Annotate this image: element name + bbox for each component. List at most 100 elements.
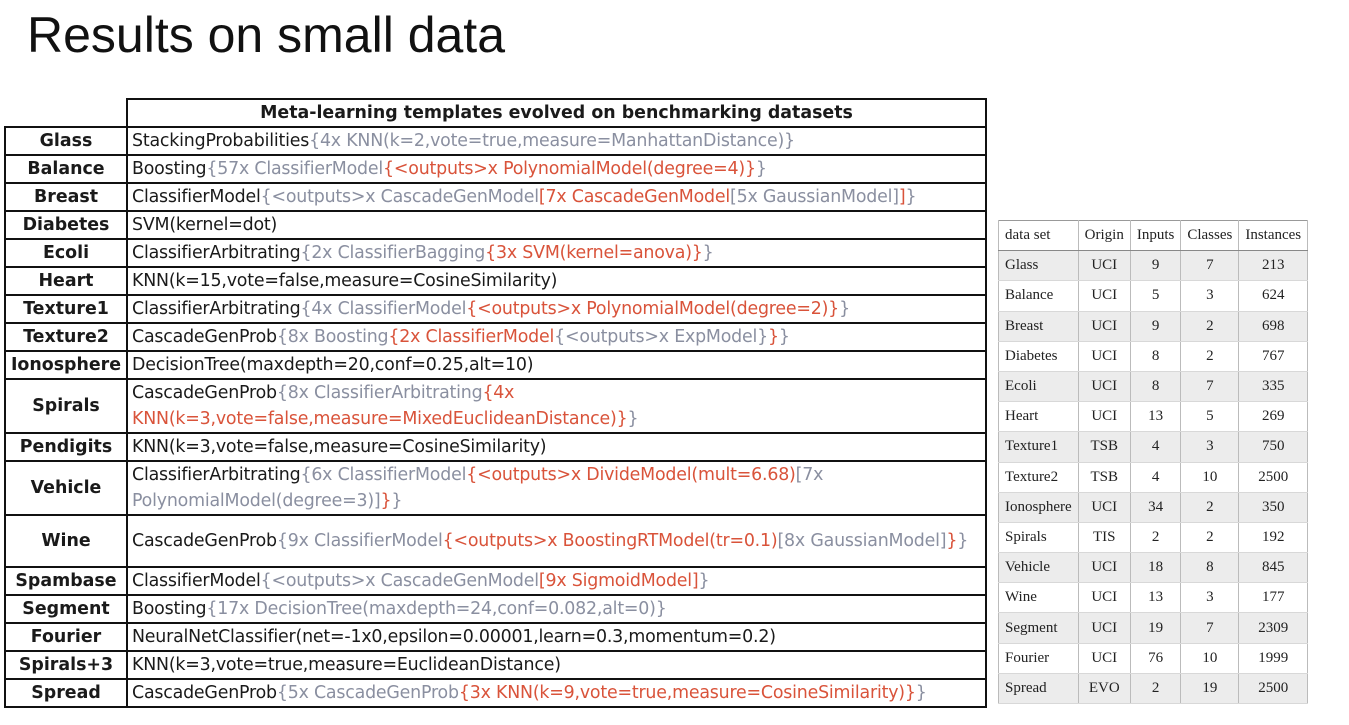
template-segment: [7x CascadeGenModel — [538, 187, 730, 207]
cell-inputs: 13 — [1129, 401, 1182, 433]
template-segment: {2x ClassifierModel — [388, 327, 555, 347]
template-segment: {<outputs>x BoostingRTModel(tr=0.1) — [442, 531, 778, 551]
template-segment: {<outputs>x PolynomialModel(degree=4)} — [383, 159, 756, 179]
template-cell: ClassifierArbitrating{6x ClassifierModel… — [126, 460, 987, 516]
dataset-name: Spirals — [4, 378, 128, 434]
dataset-name: Heart — [4, 266, 128, 296]
template-segment: Boosting — [132, 159, 207, 179]
template-cell: CascadeGenProb{8x ClassifierArbitrating{… — [126, 378, 987, 434]
cell-data-set: Ecoli — [998, 371, 1079, 403]
cell-classes: 3 — [1180, 582, 1240, 614]
cell-inputs: 5 — [1129, 280, 1182, 312]
template-segment: {2x ClassifierBagging — [300, 243, 486, 263]
cell-inputs: 18 — [1129, 552, 1182, 584]
dataset-name: Ionosphere — [4, 350, 128, 380]
cell-instances: 192 — [1238, 522, 1309, 554]
dataset-name: Pendigits — [4, 432, 128, 462]
cell-classes: 5 — [1180, 401, 1240, 433]
cell-instances: 335 — [1238, 371, 1309, 403]
template-cell: KNN(k=3,vote=true,measure=EuclideanDista… — [126, 650, 987, 680]
table-row: Balance Boosting{57x ClassifierModel{<out… — [4, 154, 987, 184]
cell-instances: 767 — [1238, 341, 1309, 372]
table-row: Glass StackingProbabilities{4x KNN(k=2,vo… — [4, 126, 987, 156]
cell-origin: UCI — [1077, 250, 1131, 282]
template-segment: {4x KNN(k=2,vote=true,measure=ManhattanD… — [309, 131, 795, 151]
template-segment: } — [905, 187, 917, 207]
template-segment: {<outputs>x PolynomialModel(degree=2)} — [466, 299, 840, 319]
table-row: Breast UCI 9 2 698 — [998, 311, 1309, 342]
cell-classes: 2 — [1180, 311, 1240, 342]
cell-inputs: 9 — [1129, 250, 1182, 282]
cell-classes: 8 — [1180, 552, 1240, 584]
table-row: Vehicle ClassifierArbitrating{6x Classifi… — [4, 460, 987, 516]
template-segment: } — [915, 683, 927, 703]
template-cell: CascadeGenProb{9x ClassifierModel{<outpu… — [126, 514, 987, 568]
table-row: Ecoli UCI 8 7 335 — [998, 371, 1309, 403]
cell-instances: 350 — [1238, 492, 1309, 523]
cell-inputs: 4 — [1129, 462, 1182, 493]
template-segment: {5x CascadeGenProb — [276, 683, 459, 703]
template-segment: ClassifierArbitrating — [132, 465, 301, 485]
dataset-name: Balance — [4, 154, 128, 184]
template-segment: } — [380, 491, 392, 511]
template-segment: } — [946, 531, 958, 551]
col-header-inputs: Inputs — [1129, 220, 1182, 252]
cell-origin: UCI — [1077, 582, 1131, 614]
dataset-name: Fourier — [4, 622, 128, 652]
template-segment: Boosting — [132, 599, 207, 619]
cell-inputs: 13 — [1129, 582, 1182, 614]
cell-classes: 3 — [1180, 431, 1240, 463]
cell-instances: 1999 — [1238, 643, 1309, 674]
cell-instances: 2500 — [1238, 673, 1309, 705]
template-segment: StackingProbabilities — [132, 131, 310, 151]
template-cell: KNN(k=15,vote=false,measure=CosineSimila… — [126, 266, 987, 296]
cell-instances: 2309 — [1238, 612, 1309, 644]
template-segment: [8x GaussianModel] — [777, 531, 947, 551]
template-segment: ] — [898, 187, 906, 207]
dataset-name: Spread — [4, 678, 128, 708]
table-row: Heart KNN(k=15,vote=false,measure=CosineS… — [4, 266, 987, 296]
table-row: Texture1 TSB 4 3 750 — [998, 431, 1309, 463]
table-row: Texture2 CascadeGenProb{8x Boosting{2x Cl… — [4, 322, 987, 352]
template-cell: ClassifierArbitrating{4x ClassifierModel… — [126, 294, 987, 324]
cell-data-set: Segment — [998, 612, 1079, 644]
template-segment: CascadeGenProb — [132, 683, 277, 703]
template-cell: ClassifierModel{<outputs>x CascadeGenMod… — [126, 566, 987, 596]
meta-learning-templates-table: Meta-learning templates evolved on bench… — [4, 98, 987, 708]
cell-inputs: 19 — [1129, 612, 1182, 644]
meta-table-body: Glass StackingProbabilities{4x KNN(k=2,vo… — [4, 126, 987, 708]
cell-origin: TSB — [1077, 431, 1131, 463]
cell-data-set: Texture1 — [998, 431, 1079, 463]
dataset-info-table: data set Origin Inputs Classes Instances… — [998, 220, 1309, 705]
table-row: Spambase ClassifierModel{<outputs>x Casca… — [4, 566, 987, 596]
col-header-instances: Instances — [1238, 220, 1309, 252]
template-segment: } — [702, 243, 714, 263]
cell-instances: 177 — [1238, 582, 1309, 614]
cell-data-set: Fourier — [998, 643, 1079, 674]
template-cell: ClassifierArbitrating{2x ClassifierBaggi… — [126, 238, 987, 268]
table-row: Spirals CascadeGenProb{8x ClassifierArbit… — [4, 378, 987, 434]
dataset-name: Ecoli — [4, 238, 128, 268]
template-segment: {3x KNN(k=9,vote=true,measure=CosineSimi… — [458, 683, 916, 703]
cell-data-set: Texture2 — [998, 462, 1079, 493]
table-row: Wine CascadeGenProb{9x ClassifierModel{<o… — [4, 514, 987, 568]
cell-origin: UCI — [1077, 612, 1131, 644]
template-segment: DecisionTree(maxdepth=20,conf=0.25,alt=1… — [132, 355, 534, 375]
cell-classes: 2 — [1180, 492, 1240, 523]
template-cell: KNN(k=3,vote=false,measure=CosineSimilar… — [126, 432, 987, 462]
info-table-header-row: data set Origin Inputs Classes Instances — [998, 220, 1309, 252]
table-row: Spread CascadeGenProb{5x CascadeGenProb{3… — [4, 678, 987, 708]
template-segment: } — [627, 409, 639, 429]
cell-instances: 698 — [1238, 311, 1309, 342]
dataset-name: Wine — [4, 514, 128, 568]
meta-table-header-row: Meta-learning templates evolved on bench… — [5, 98, 987, 128]
dataset-name: Segment — [4, 594, 128, 624]
table-row: Diabetes SVM(kernel=dot) — [4, 210, 987, 240]
cell-origin: UCI — [1077, 401, 1131, 433]
table-row: Heart UCI 13 5 269 — [998, 401, 1309, 433]
template-segment: {9x ClassifierModel — [276, 531, 443, 551]
dataset-name: Texture1 — [4, 294, 128, 324]
cell-classes: 10 — [1180, 462, 1240, 493]
cell-inputs: 4 — [1129, 431, 1182, 463]
cell-data-set: Glass — [998, 250, 1079, 282]
